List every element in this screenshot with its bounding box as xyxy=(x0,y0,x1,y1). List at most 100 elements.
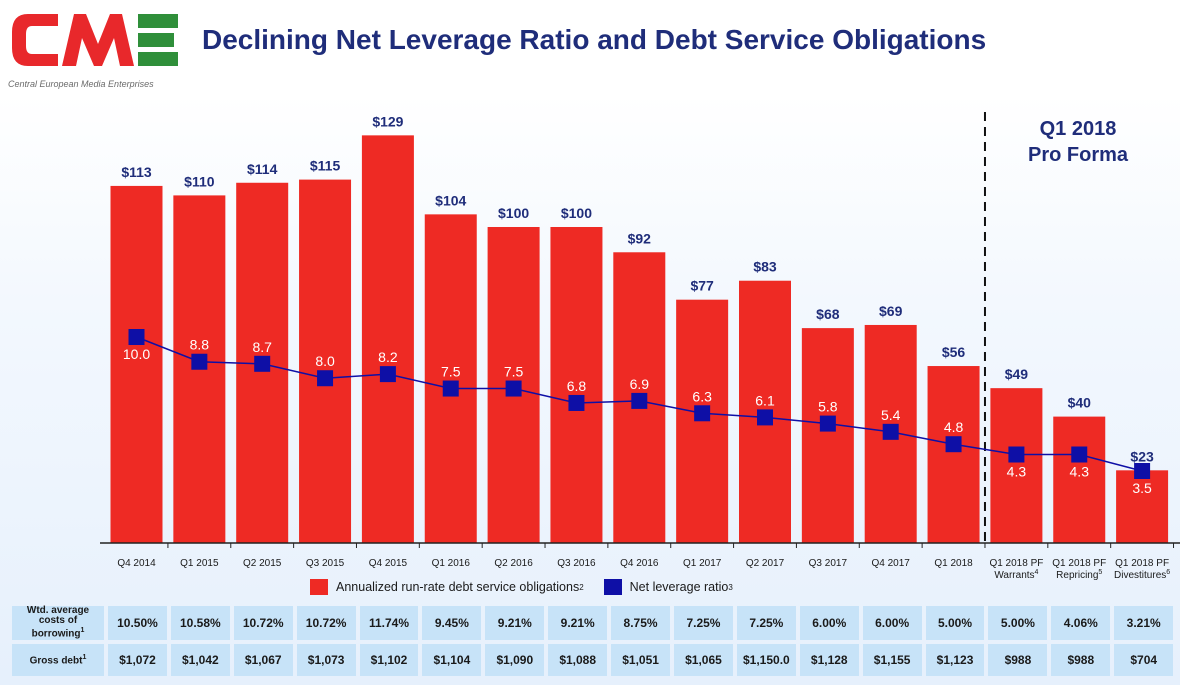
bar-value-label: $114 xyxy=(247,161,278,177)
bar-value-label: $23 xyxy=(1130,448,1154,464)
row-header-line: costs of xyxy=(38,615,78,627)
x-tick-label: Q2 2015 xyxy=(243,558,282,569)
legend-item-leverage: Net leverage ratio 3 xyxy=(603,579,733,595)
leverage-marker xyxy=(254,355,271,372)
leverage-value-label: 5.4 xyxy=(881,407,901,423)
cell-gross-debt: $1,073 xyxy=(296,644,356,676)
cell-borrowing-cost: 9.21% xyxy=(485,606,545,640)
leverage-marker xyxy=(631,392,648,409)
cell-gross-debt: $1,123 xyxy=(925,644,985,676)
x-tick-label: Q4 2017 xyxy=(872,558,911,569)
legend-swatch-line xyxy=(603,579,622,595)
legend-footnote-leverage: 3 xyxy=(728,582,733,592)
chart-canvas: Q4 2014 Q1 2015 Q2 2015 Q3 2015 Q4 2015 Q1 20… xyxy=(100,112,1180,581)
bar xyxy=(550,227,603,543)
bars-layer xyxy=(110,135,1169,544)
x-tick-label: Q1 2015 xyxy=(180,558,219,569)
leverage-marker xyxy=(1071,446,1088,463)
leverage-marker xyxy=(317,370,334,387)
leverage-value-label: 8.2 xyxy=(378,349,398,365)
leverage-marker xyxy=(379,366,396,383)
bar-value-label: $49 xyxy=(1005,366,1029,382)
bar-value-label: $83 xyxy=(753,259,777,275)
x-tick-label: Q1 2016 xyxy=(432,558,471,569)
bar xyxy=(676,299,729,543)
cell-gross-debt: $1,128 xyxy=(799,644,859,676)
row-header-footnote: 1 xyxy=(82,654,87,662)
cell-gross-debt: $988 xyxy=(1051,644,1111,676)
cell-gross-debt: $1,150.0 xyxy=(736,644,796,676)
leverage-value-label: 8.7 xyxy=(252,339,272,355)
metrics-table: Wtd. average costs of borrowing1 10.50% 1… xyxy=(8,602,1177,680)
bar xyxy=(424,214,477,544)
cme-logo xyxy=(6,4,182,76)
cell-borrowing-cost: 10.58% xyxy=(170,606,230,640)
bar-value-label: $68 xyxy=(816,306,840,322)
cell-gross-debt: $988 xyxy=(988,644,1048,676)
leverage-marker xyxy=(568,394,585,411)
cell-borrowing-cost: 10.72% xyxy=(296,606,356,640)
x-tick-label: Q1 2018 xyxy=(934,558,973,569)
leverage-marker xyxy=(505,380,522,397)
cell-gross-debt: $704 xyxy=(1114,644,1174,676)
cell-gross-debt: $1,155 xyxy=(862,644,922,676)
cell-gross-debt: $1,042 xyxy=(170,644,230,676)
row-header-borrowing-cost: Wtd. average costs of borrowing1 xyxy=(12,606,104,640)
leverage-value-label: 7.5 xyxy=(441,364,461,380)
leverage-value-label: 6.8 xyxy=(567,378,587,394)
cell-borrowing-cost: 6.00% xyxy=(799,606,859,640)
logo-tagline: Central European Media Enterprises xyxy=(8,79,154,89)
x-tick-label: Q1 2017 xyxy=(683,558,722,569)
leverage-value-label: 4.8 xyxy=(944,419,964,435)
bar xyxy=(801,328,854,543)
cell-gross-debt: $1,104 xyxy=(422,644,482,676)
legend-item-debt-service: Annualized run-rate debt service obligat… xyxy=(310,579,584,595)
row-header-line: borrowing xyxy=(31,628,81,640)
x-tick-label: Q1 2018 PF Warrants4 xyxy=(989,558,1043,581)
bar-value-label: $104 xyxy=(435,192,466,208)
legend: Annualized run-rate debt service obligat… xyxy=(310,579,753,595)
x-axis: Q4 2014 Q1 2015 Q2 2015 Q3 2015 Q4 2015 Q1 20… xyxy=(100,542,1180,581)
leverage-marker xyxy=(1134,463,1151,479)
x-tick-label: Q3 2015 xyxy=(306,558,345,569)
x-tick-label: Q2 2017 xyxy=(746,558,785,569)
leverage-marker xyxy=(945,436,962,453)
legend-swatch-bar xyxy=(310,579,328,595)
bar-value-label: $100 xyxy=(561,205,592,221)
cell-borrowing-cost: 4.06% xyxy=(1051,606,1111,640)
leverage-marker xyxy=(191,353,208,370)
leverage-value-label: 8.0 xyxy=(315,353,335,369)
cell-gross-debt: $1,065 xyxy=(674,644,733,676)
cell-borrowing-cost: 9.21% xyxy=(548,606,608,640)
table-row-gross-debt: Gross debt1 $1,072 $1,042 $1,067 $1,073 $1,1… xyxy=(12,644,1174,676)
leverage-value-label: 4.3 xyxy=(1007,464,1027,480)
x-tick-label: Q3 2017 xyxy=(809,558,848,569)
x-tick-label-line: Q1 2018 PF xyxy=(1052,558,1106,569)
x-tick-label: Q2 2016 xyxy=(494,558,533,569)
bar-value-label: $40 xyxy=(1068,395,1092,411)
leverage-marker xyxy=(1008,446,1025,463)
pro-forma-label: Pro Forma xyxy=(1028,144,1129,166)
cell-borrowing-cost: 5.00% xyxy=(988,606,1048,640)
leverage-marker xyxy=(882,423,899,440)
cell-gross-debt: $1,102 xyxy=(359,644,419,676)
leverage-value-label: 5.8 xyxy=(818,399,838,415)
cell-borrowing-cost: 7.25% xyxy=(736,606,796,640)
leverage-value-label: 6.1 xyxy=(755,392,775,408)
leverage-marker xyxy=(819,415,836,432)
bar xyxy=(927,366,980,543)
bar-value-label: $69 xyxy=(879,303,903,319)
bar-value-label: $110 xyxy=(184,173,215,189)
x-tick-label-footnote: 5 xyxy=(1098,569,1102,576)
leverage-marker xyxy=(694,405,711,422)
cell-borrowing-cost: 5.00% xyxy=(925,606,985,640)
page-title: Declining Net Leverage Ratio and Debt Se… xyxy=(202,24,987,55)
x-tick-label-footnote: 4 xyxy=(1035,569,1039,576)
bar xyxy=(361,135,414,544)
cell-gross-debt: $1,090 xyxy=(485,644,545,676)
leverage-marker xyxy=(442,380,459,397)
bar-value-label: $113 xyxy=(121,164,152,180)
row-header-line: Wtd. average xyxy=(26,605,90,617)
x-tick-label: Q4 2015 xyxy=(369,558,408,569)
x-tick-label: Q1 2018 PF Divestitures6 xyxy=(1114,558,1170,581)
